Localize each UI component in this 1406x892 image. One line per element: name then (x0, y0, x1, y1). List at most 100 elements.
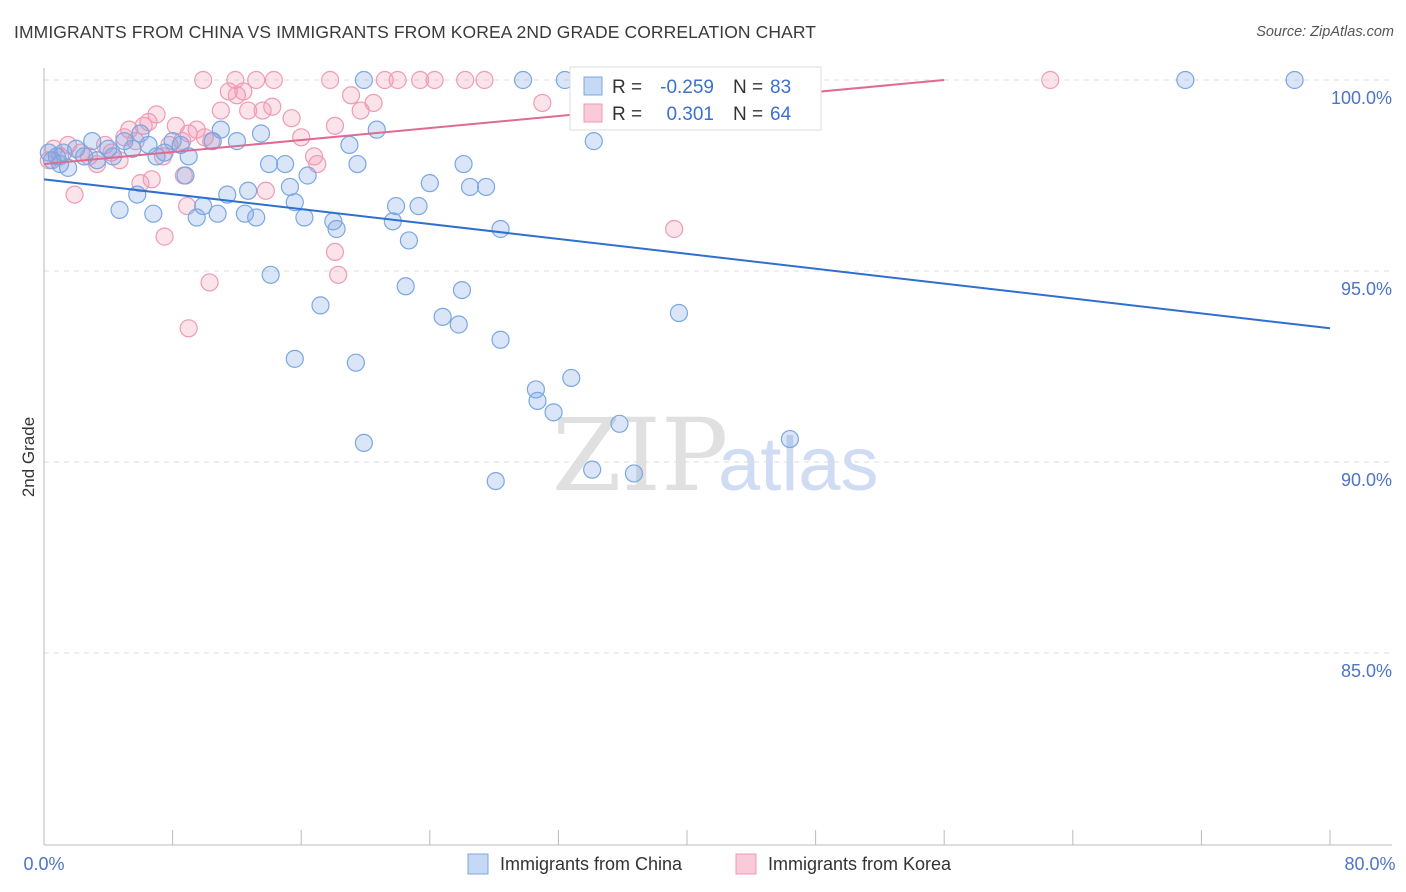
china-point (449, 315, 468, 334)
china-point (259, 154, 279, 174)
china-point (247, 208, 266, 227)
legend-china-swatch (467, 853, 489, 875)
korea-point (142, 170, 161, 189)
china-point (433, 307, 452, 326)
korea-point (325, 116, 345, 135)
china-point (486, 472, 505, 491)
china-point (285, 193, 304, 212)
china-point (176, 166, 195, 185)
y-tick-label: 85.0% (1341, 661, 1392, 681)
china-point (340, 135, 359, 155)
y-gridlines (44, 79, 1392, 654)
china-point (298, 166, 317, 185)
source-label: Source: ZipAtlas.com (1256, 24, 1394, 40)
china-point (276, 154, 295, 174)
stats-box-frame (569, 66, 822, 131)
legend-korea-label: Immigrants from Korea (768, 854, 952, 874)
korea-point (425, 70, 444, 90)
legend-china-label: Immigrants from China (500, 854, 683, 874)
china-point (544, 403, 563, 422)
china-point (239, 181, 258, 200)
y-tick-labels: 85.0% 90.0% 95.0% 100.0% (1331, 88, 1392, 681)
china-point (584, 132, 603, 151)
china-point (452, 281, 472, 300)
china-point (1176, 70, 1195, 90)
korea-point (179, 319, 198, 338)
x-tick-marks (43, 830, 1331, 845)
china-point (208, 204, 227, 223)
china-point (144, 204, 163, 223)
korea-point (321, 70, 340, 90)
china-point (399, 231, 419, 250)
china-point (251, 124, 271, 143)
china-point (528, 391, 547, 410)
china-n-label: N = (733, 77, 763, 98)
china-point (491, 330, 510, 349)
china-point (526, 380, 545, 399)
korea-point (375, 70, 394, 90)
china-r-label: R = (612, 77, 642, 98)
china-point (367, 120, 386, 139)
korea-point (456, 70, 475, 90)
china-point (669, 303, 689, 323)
watermark-atlas: atlas (718, 422, 879, 507)
china-point (460, 177, 480, 197)
china-point (562, 368, 581, 388)
china-point (610, 414, 629, 433)
x-tick-label-min: 0.0% (23, 854, 64, 874)
china-trend-line (43, 178, 1331, 330)
china-point (348, 154, 367, 174)
china-point (235, 204, 255, 223)
korea-r-value: 0.301 (666, 104, 714, 125)
korea-point (533, 93, 552, 113)
korea-r-label: R = (612, 104, 642, 125)
korea-point (155, 227, 174, 246)
korea-point (65, 185, 84, 204)
korea-point (211, 101, 230, 120)
chart-title: IMMIGRANTS FROM CHINA VS IMMIGRANTS FROM… (14, 22, 817, 42)
china-point (324, 212, 343, 231)
watermark: ZIP atlas (552, 397, 879, 514)
china-point (59, 158, 78, 177)
stats-box: R = -0.259 N = 83 R = 0.301 N = 64 (569, 66, 822, 131)
series-korea-points (39, 70, 1060, 338)
china-point (354, 433, 373, 452)
china-point (409, 196, 428, 216)
korea-n-label: N = (733, 104, 763, 125)
korea-point (120, 120, 139, 139)
y-tick-label: 95.0% (1341, 279, 1392, 299)
korea-point (292, 128, 311, 147)
korea-point (282, 109, 301, 128)
china-point (513, 70, 533, 90)
china-point (396, 277, 415, 296)
korea-point (194, 70, 213, 90)
korea-point (263, 97, 282, 116)
y-axis-label: 2nd Grade (19, 417, 38, 497)
korea-point (325, 242, 345, 261)
china-point (346, 353, 365, 372)
china-n-value: 83 (770, 77, 791, 98)
legend: Immigrants from China Immigrants from Ko… (467, 853, 952, 875)
china-point (179, 147, 198, 166)
korea-point (147, 105, 166, 124)
china-point (1285, 70, 1304, 90)
y-tick-label: 90.0% (1341, 470, 1392, 490)
china-point (386, 196, 406, 216)
china-point (491, 219, 510, 239)
korea-point (475, 70, 494, 90)
korea-point (341, 86, 361, 105)
y-tick-label: 100.0% (1331, 88, 1392, 108)
china-point (211, 120, 230, 139)
china-point (285, 349, 304, 368)
korea-point (1041, 70, 1060, 90)
korea-point (329, 265, 348, 284)
korea-point (253, 101, 272, 120)
watermark-zip: ZIP (552, 397, 728, 514)
china-point (780, 429, 799, 449)
korea-point (200, 273, 219, 292)
series-china-points (39, 70, 1304, 491)
china-point (187, 208, 206, 227)
china-point (83, 132, 102, 151)
korea-point (226, 70, 245, 90)
korea-point (364, 93, 383, 113)
